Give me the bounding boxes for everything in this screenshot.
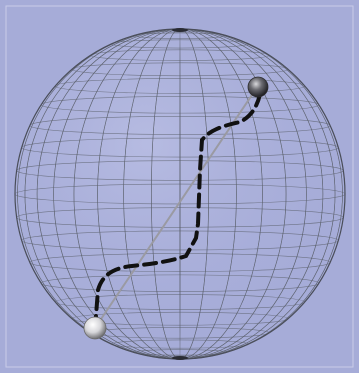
start-marker <box>83 316 107 340</box>
south-pole-cap <box>172 356 188 360</box>
frame-border <box>5 5 354 368</box>
dashed-path <box>93 86 262 330</box>
end-marker <box>247 76 269 98</box>
wireframe-sphere <box>14 28 346 360</box>
north-pole-cap <box>172 28 188 32</box>
straight-path <box>94 85 259 329</box>
